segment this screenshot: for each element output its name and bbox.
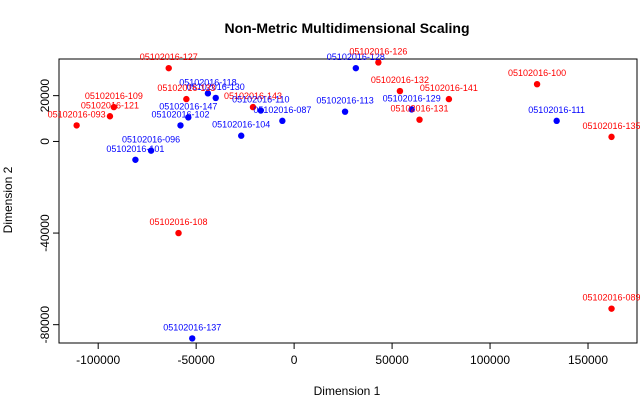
data-point-label: 05102016-111: [528, 105, 585, 115]
data-point-label: 05102016-143: [224, 91, 282, 101]
data-point: [375, 59, 382, 66]
y-axis-label: Dimension 2: [1, 166, 15, 233]
data-point: [408, 106, 415, 113]
x-axis-label: Dimension 1: [314, 384, 381, 398]
data-point: [110, 103, 118, 111]
x-tick-label: -100000: [76, 353, 120, 367]
data-point-label: 05102016-102: [151, 109, 209, 119]
data-point-label: 05102016-147: [159, 101, 217, 111]
data-point-label: 05102016-108: [149, 217, 207, 227]
data-point-label: 05102016-100: [508, 68, 566, 78]
data-point: [396, 87, 404, 95]
data-point-label: 05102016-087: [253, 105, 311, 115]
data-point: [445, 95, 453, 103]
data-point-label: 05102016-089: [582, 293, 640, 303]
data-point-label: 05102016-132: [371, 75, 429, 85]
y-tick-label: 0: [38, 138, 52, 145]
data-point: [73, 122, 80, 129]
data-point: [553, 117, 560, 125]
x-tick-label: 100000: [470, 353, 510, 367]
data-point: [204, 90, 212, 97]
data-point-label: 05102016-109: [85, 91, 143, 101]
data-point: [106, 113, 114, 120]
x-tick-label: -50000: [177, 353, 215, 367]
data-point-label: 05102016-131: [390, 104, 448, 114]
data-point-label: 05102016-118: [179, 77, 236, 87]
data-point: [257, 107, 265, 114]
data-point: [185, 114, 192, 121]
y-tick-label: 20000: [38, 79, 52, 113]
x-tick-label: 0: [291, 353, 298, 367]
data-point: [212, 94, 219, 102]
x-tick-label: 50000: [375, 353, 409, 367]
data-point-label: 05102016-093: [48, 109, 106, 119]
data-point: [608, 133, 615, 141]
y-tick-label: -80000: [38, 306, 52, 344]
data-point: [165, 64, 172, 72]
data-point: [249, 103, 257, 111]
data-point: [533, 80, 541, 88]
data-point: [416, 116, 423, 123]
data-point: [147, 147, 155, 154]
data-point-label: 05102016-129: [383, 93, 441, 103]
data-point: [183, 95, 190, 103]
data-point-label: 05102016-101: [106, 144, 164, 154]
data-point-label: 05102016-096: [122, 135, 180, 145]
plot-frame: [58, 58, 638, 344]
data-point-label: 05102016-137: [163, 322, 221, 332]
data-point-label: 05102016-127: [140, 52, 198, 62]
data-point-label: 05102016-104: [212, 120, 270, 130]
data-point-label: 05102016-130: [187, 82, 245, 92]
data-point: [279, 117, 286, 125]
data-point-label: 05102016-141: [420, 83, 478, 93]
data-point-label: 05102016-113: [316, 96, 373, 106]
data-point: [189, 335, 196, 342]
data-point-label: 05102016-110: [232, 95, 289, 105]
data-point: [352, 64, 360, 72]
data-point: [238, 132, 245, 139]
data-point-label: 05102016-128: [327, 52, 385, 62]
data-point: [132, 156, 139, 163]
y-axis: -80000 -40000 0 20000: [38, 79, 59, 344]
data-point-label: 05102016-133: [157, 83, 215, 93]
data-point-label: 05102016-135: [582, 121, 640, 131]
data-point-label: 05102016-126: [349, 46, 407, 56]
data-point: [608, 305, 615, 312]
data-points: [73, 59, 615, 342]
chart-title: Non-Metric Multidimensional Scaling: [224, 20, 469, 36]
data-point: [341, 108, 349, 115]
x-axis: -100000 -50000 0 50000 100000 150000: [76, 343, 608, 367]
data-point: [177, 122, 184, 129]
data-point: [175, 229, 182, 237]
data-point-label: 05102016-121: [81, 100, 139, 110]
y-tick-label: -40000: [38, 214, 52, 252]
x-tick-label: 150000: [568, 353, 608, 367]
